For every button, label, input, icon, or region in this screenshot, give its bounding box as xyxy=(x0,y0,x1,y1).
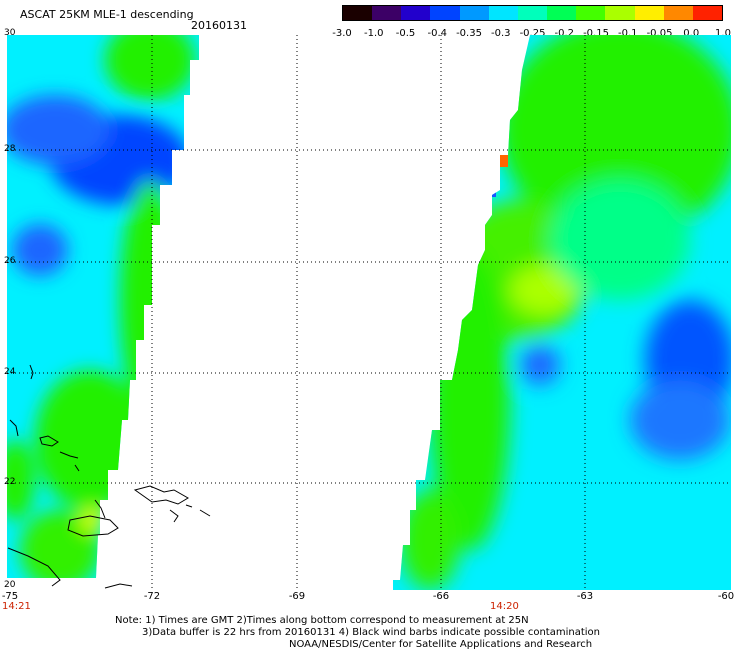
colorbar-tick-label: -0.25 xyxy=(519,28,546,39)
note-line-1: Note: 1) Times are GMT 2)Times along bot… xyxy=(115,615,529,626)
left-swath xyxy=(7,35,199,578)
colorbar-tick-label: 1.0 xyxy=(715,28,731,39)
colorbar-tick-label: -0.4 xyxy=(427,28,448,39)
colorbar-segment xyxy=(663,6,693,20)
colorbar-tick-label: -1.0 xyxy=(363,28,384,39)
colorbar-segment xyxy=(343,6,373,20)
lat-label-24: 24 xyxy=(4,367,16,377)
colorbar-tick-label: -0.05 xyxy=(646,28,673,39)
colorbar-segment xyxy=(605,6,635,20)
colorbar-tick-label: -0.2 xyxy=(554,28,575,39)
colorbar-tick-label: -0.15 xyxy=(583,28,609,39)
lon-label-69: -69 xyxy=(288,591,306,602)
lat-label-26: 26 xyxy=(4,256,16,266)
colorbar-tick-label: 0.0 xyxy=(683,28,700,39)
lon-label-63: -63 xyxy=(576,591,594,602)
colorbar-tick-label: -0.3 xyxy=(490,28,511,39)
lon-label-60: -60 xyxy=(717,591,735,602)
colorbar-tick-label: -0.35 xyxy=(456,28,482,39)
map-title: ASCAT 25KM MLE-1 descending xyxy=(20,8,194,21)
coastline xyxy=(7,364,211,589)
colorbar-segment xyxy=(692,6,723,20)
colorbar-segment xyxy=(488,6,518,20)
right-swath-time: 14:20 xyxy=(490,601,519,612)
note-line-2: 3)Data buffer is 22 hrs from 20160131 4)… xyxy=(142,627,600,638)
lat-label-28: 28 xyxy=(4,144,16,154)
lon-label-75: -75 xyxy=(1,591,19,602)
colorbar-segment xyxy=(430,6,460,20)
right-swath xyxy=(393,35,731,590)
lat-label-22: 22 xyxy=(4,477,16,487)
note-line-3: NOAA/NESDIS/Center for Satellite Applica… xyxy=(289,639,593,650)
colorbar-tick-label: -3.0 xyxy=(332,28,352,39)
colorbar-segment xyxy=(401,6,431,20)
colorbar-segment xyxy=(372,6,402,20)
left-swath-time: 14:21 xyxy=(2,601,31,612)
colorbar-segment xyxy=(576,6,606,20)
colorbar-segment xyxy=(547,6,577,20)
colorbar-tick-label: -0.5 xyxy=(395,28,416,39)
lat-label-20: 20 xyxy=(4,580,16,590)
colorbar-segment xyxy=(517,6,548,20)
lat-label-30: 30 xyxy=(4,28,16,38)
map-date: 20160131 xyxy=(191,19,247,32)
lon-label-66: -66 xyxy=(432,591,450,602)
graticule xyxy=(7,35,731,590)
colorbar-segment xyxy=(459,6,489,20)
colorbar-tick-label: -0.1 xyxy=(617,28,638,39)
colorbar xyxy=(342,5,723,21)
lon-label-72: -72 xyxy=(143,591,161,602)
colorbar-segment xyxy=(634,6,664,20)
